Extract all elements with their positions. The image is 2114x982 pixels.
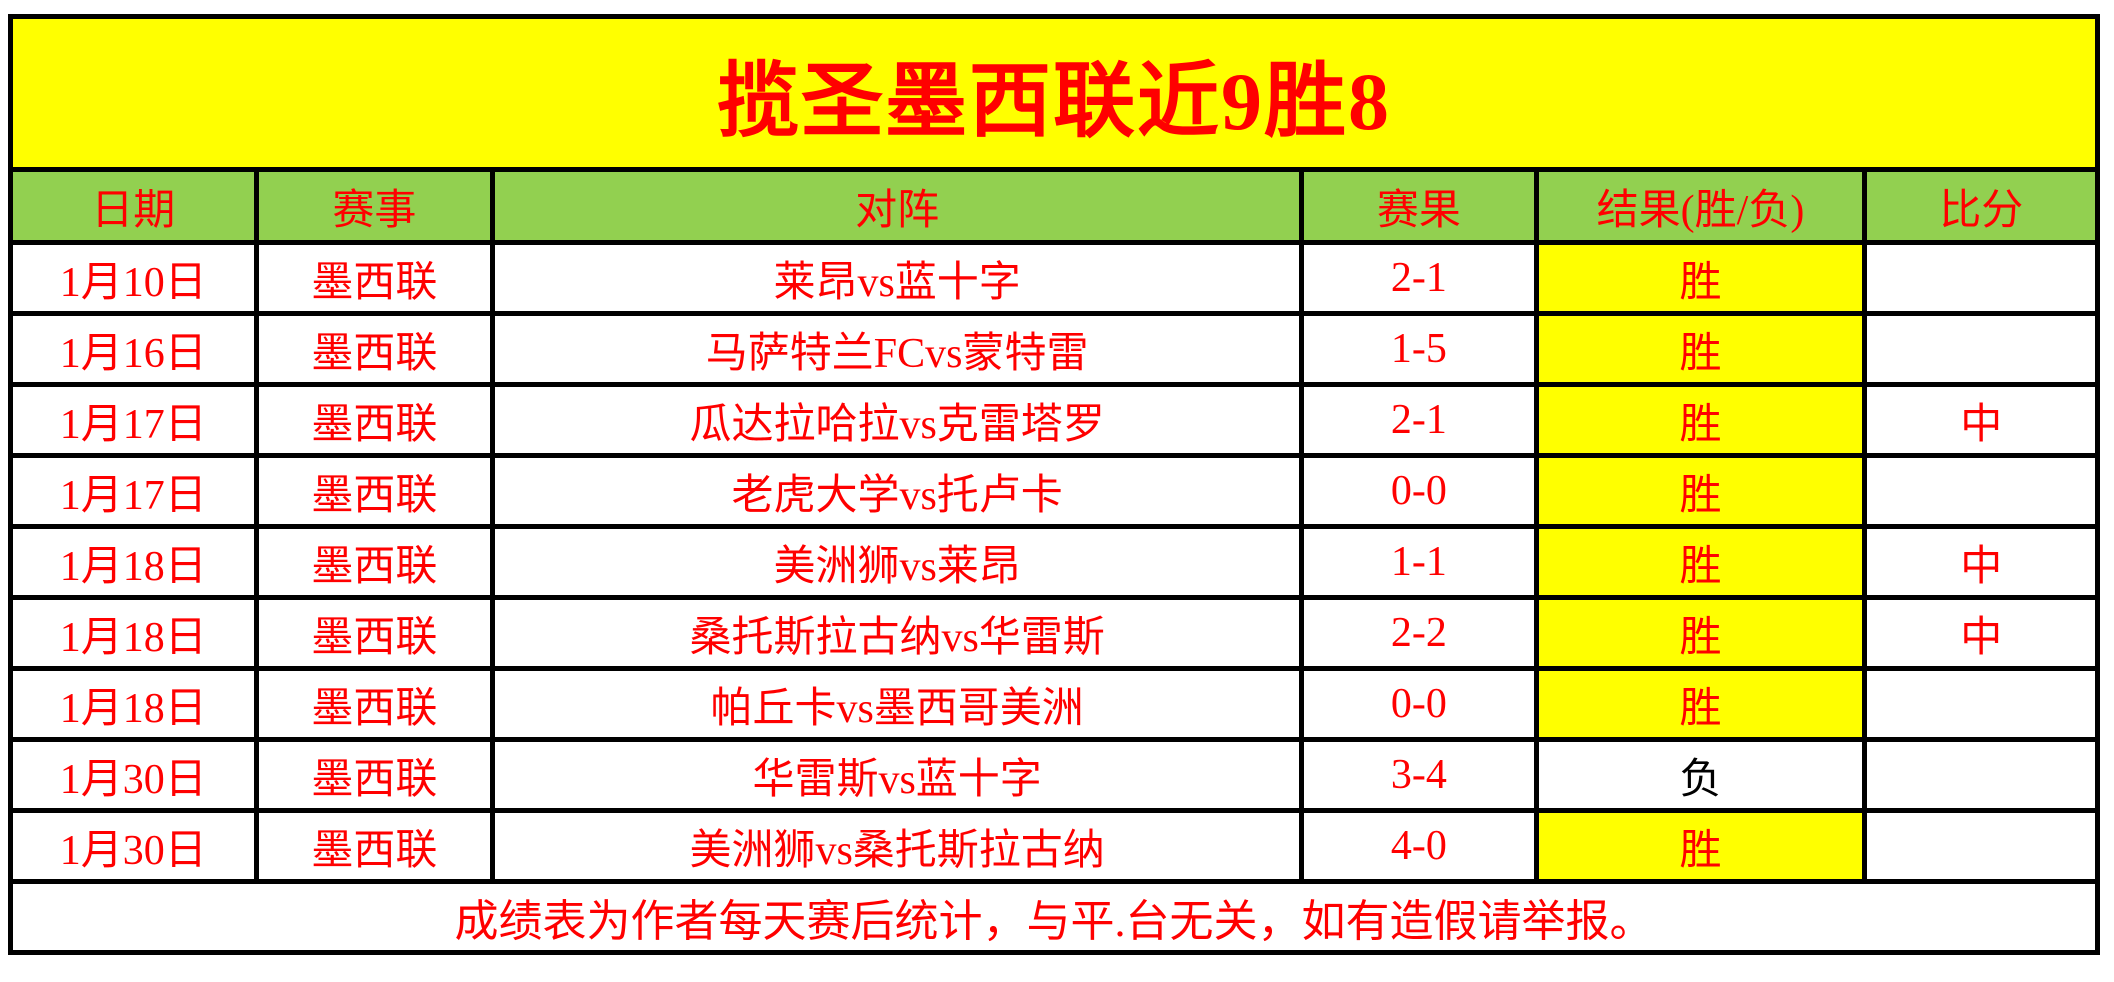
- cell-score: 3-4: [1299, 737, 1539, 813]
- cell-result: 胜: [1533, 524, 1868, 600]
- cell-league: 墨西联: [253, 382, 496, 458]
- cell-match: 美洲狮vs莱昂: [490, 524, 1305, 600]
- cell-league: 墨西联: [253, 737, 496, 813]
- col-header-date: 日期: [8, 167, 259, 245]
- cell-match: 马萨特兰FCvs蒙特雷: [490, 311, 1305, 387]
- cell-match: 桑托斯拉古纳vs华雷斯: [490, 595, 1305, 671]
- results-table: 揽圣墨西联近9胜8 日期 赛事 对阵 赛果 结果(胜/负) 比分 1月10日 墨…: [8, 14, 2100, 955]
- cell-league: 墨西联: [253, 808, 496, 884]
- cell-score: 2-1: [1299, 240, 1539, 316]
- cell-match: 老虎大学vs托卢卡: [490, 453, 1305, 529]
- cell-score: 4-0: [1299, 808, 1539, 884]
- col-header-league: 赛事: [253, 167, 496, 245]
- cell-hit: [1862, 737, 2100, 813]
- cell-league: 墨西联: [253, 666, 496, 742]
- cell-score: 2-1: [1299, 382, 1539, 458]
- cell-date: 1月18日: [8, 524, 259, 600]
- footer-note: 成绩表为作者每天赛后统计，与平.台无关，如有造假请举报。: [8, 879, 2100, 955]
- cell-date: 1月18日: [8, 666, 259, 742]
- cell-hit: [1862, 453, 2100, 529]
- cell-hit: [1862, 311, 2100, 387]
- cell-match: 华雷斯vs蓝十字: [490, 737, 1305, 813]
- column-header-row: 日期 赛事 对阵 赛果 结果(胜/负) 比分: [8, 167, 2100, 245]
- cell-score: 0-0: [1299, 666, 1539, 742]
- col-header-result: 结果(胜/负): [1533, 167, 1868, 245]
- cell-date: 1月30日: [8, 808, 259, 884]
- cell-match: 美洲狮vs桑托斯拉古纳: [490, 808, 1305, 884]
- cell-hit: [1862, 808, 2100, 884]
- cell-result: 胜: [1533, 595, 1868, 671]
- table-row: 1月18日 墨西联 帕丘卡vs墨西哥美洲 0-0 胜: [8, 666, 2100, 742]
- table-row: 1月30日 墨西联 美洲狮vs桑托斯拉古纳 4-0 胜: [8, 808, 2100, 884]
- cell-league: 墨西联: [253, 311, 496, 387]
- table-row: 1月17日 墨西联 老虎大学vs托卢卡 0-0 胜: [8, 453, 2100, 529]
- cell-league: 墨西联: [253, 595, 496, 671]
- cell-hit: 中: [1862, 595, 2100, 671]
- cell-score: 2-2: [1299, 595, 1539, 671]
- cell-result: 胜: [1533, 453, 1868, 529]
- cell-date: 1月17日: [8, 453, 259, 529]
- col-header-hit: 比分: [1862, 167, 2100, 245]
- cell-result: 胜: [1533, 808, 1868, 884]
- cell-date: 1月16日: [8, 311, 259, 387]
- cell-date: 1月18日: [8, 595, 259, 671]
- cell-hit: [1862, 666, 2100, 742]
- cell-hit: [1862, 240, 2100, 316]
- col-header-score: 赛果: [1299, 167, 1539, 245]
- cell-league: 墨西联: [253, 453, 496, 529]
- cell-date: 1月10日: [8, 240, 259, 316]
- banner-row: 揽圣墨西联近9胜8: [8, 14, 2100, 172]
- table-row: 1月18日 墨西联 桑托斯拉古纳vs华雷斯 2-2 胜 中: [8, 595, 2100, 671]
- page-title: 揽圣墨西联近9胜8: [8, 14, 2100, 172]
- footer-row: 成绩表为作者每天赛后统计，与平.台无关，如有造假请举报。: [8, 879, 2100, 955]
- cell-league: 墨西联: [253, 240, 496, 316]
- table-row: 1月18日 墨西联 美洲狮vs莱昂 1-1 胜 中: [8, 524, 2100, 600]
- cell-score: 0-0: [1299, 453, 1539, 529]
- cell-score: 1-1: [1299, 524, 1539, 600]
- table-row: 1月10日 墨西联 莱昂vs蓝十字 2-1 胜: [8, 240, 2100, 316]
- table-row: 1月30日 墨西联 华雷斯vs蓝十字 3-4 负: [8, 737, 2100, 813]
- cell-date: 1月17日: [8, 382, 259, 458]
- cell-score: 1-5: [1299, 311, 1539, 387]
- cell-match: 瓜达拉哈拉vs克雷塔罗: [490, 382, 1305, 458]
- cell-hit: 中: [1862, 524, 2100, 600]
- cell-match: 帕丘卡vs墨西哥美洲: [490, 666, 1305, 742]
- cell-result: 负: [1533, 737, 1868, 813]
- cell-date: 1月30日: [8, 737, 259, 813]
- cell-result: 胜: [1533, 240, 1868, 316]
- cell-match: 莱昂vs蓝十字: [490, 240, 1305, 316]
- cell-result: 胜: [1533, 382, 1868, 458]
- table-row: 1月17日 墨西联 瓜达拉哈拉vs克雷塔罗 2-1 胜 中: [8, 382, 2100, 458]
- cell-result: 胜: [1533, 666, 1868, 742]
- cell-league: 墨西联: [253, 524, 496, 600]
- cell-result: 胜: [1533, 311, 1868, 387]
- table-row: 1月16日 墨西联 马萨特兰FCvs蒙特雷 1-5 胜: [8, 311, 2100, 387]
- col-header-match: 对阵: [490, 167, 1305, 245]
- cell-hit: 中: [1862, 382, 2100, 458]
